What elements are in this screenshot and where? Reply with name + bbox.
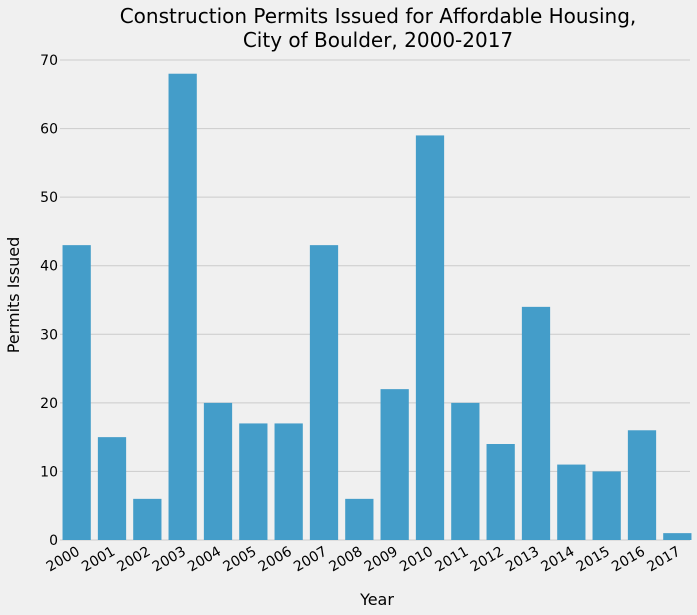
bars [62, 73, 692, 540]
x-tick-labels: 2000200120022003200420052006200720082009… [44, 544, 684, 576]
bar-2012 [486, 444, 515, 540]
x-tick-label: 2012 [468, 544, 507, 576]
bar-2000 [62, 245, 91, 540]
y-tick-label: 40 [40, 259, 58, 275]
chart-title-line-2: City of Boulder, 2000-2017 [243, 28, 513, 52]
y-tick-label: 10 [40, 464, 58, 480]
y-tick-label: 60 [40, 122, 58, 138]
x-tick-label: 2008 [326, 544, 365, 576]
bar-2007 [309, 245, 339, 540]
x-tick-label: 2007 [291, 544, 330, 576]
bar-2013 [521, 306, 551, 540]
y-tick-label: 70 [40, 53, 58, 69]
x-tick-label: 2014 [538, 544, 577, 576]
bar-2001 [97, 437, 127, 540]
bar-2006 [274, 423, 303, 540]
x-tick-label: 2003 [150, 544, 189, 576]
bar-2016 [627, 430, 657, 540]
x-tick-label: 2017 [644, 544, 683, 576]
x-tick-label: 2010 [397, 544, 436, 576]
x-tick-label: 2016 [609, 544, 648, 576]
x-tick-label: 2013 [503, 544, 542, 576]
y-tick-label: 30 [40, 327, 58, 343]
bar-2014 [557, 464, 586, 540]
y-tick-label: 0 [49, 533, 58, 549]
x-tick-label: 2004 [185, 544, 224, 576]
chart-title-line-1: Construction Permits Issued for Affordab… [120, 4, 637, 28]
gridlines [60, 59, 690, 541]
bar-2011 [451, 402, 480, 540]
y-tick-label: 20 [40, 396, 58, 412]
x-tick-label: 2001 [79, 544, 118, 576]
bar-2004 [203, 402, 233, 540]
x-tick-label: 2011 [432, 544, 471, 576]
bar-2010 [415, 135, 445, 540]
y-tick-label: 50 [40, 190, 58, 206]
y-axis-label: Permits Issued [4, 237, 23, 353]
bar-2015 [592, 471, 621, 540]
bar-2005 [239, 423, 268, 540]
x-tick-label: 2006 [256, 544, 295, 576]
x-tick-label: 2005 [220, 544, 259, 576]
y-tick-labels: 0 10 20 30 40 50 60 70 [40, 53, 58, 549]
bar-2009 [380, 389, 409, 540]
bar-2017 [663, 533, 692, 540]
x-tick-label: 2002 [114, 544, 153, 576]
bar-2003 [168, 73, 197, 540]
bar-2008 [345, 498, 374, 540]
x-axis-label: Year [359, 590, 394, 609]
x-tick-label: 2015 [574, 544, 613, 576]
bar-2002 [133, 498, 162, 540]
x-tick-label: 2009 [362, 544, 401, 576]
